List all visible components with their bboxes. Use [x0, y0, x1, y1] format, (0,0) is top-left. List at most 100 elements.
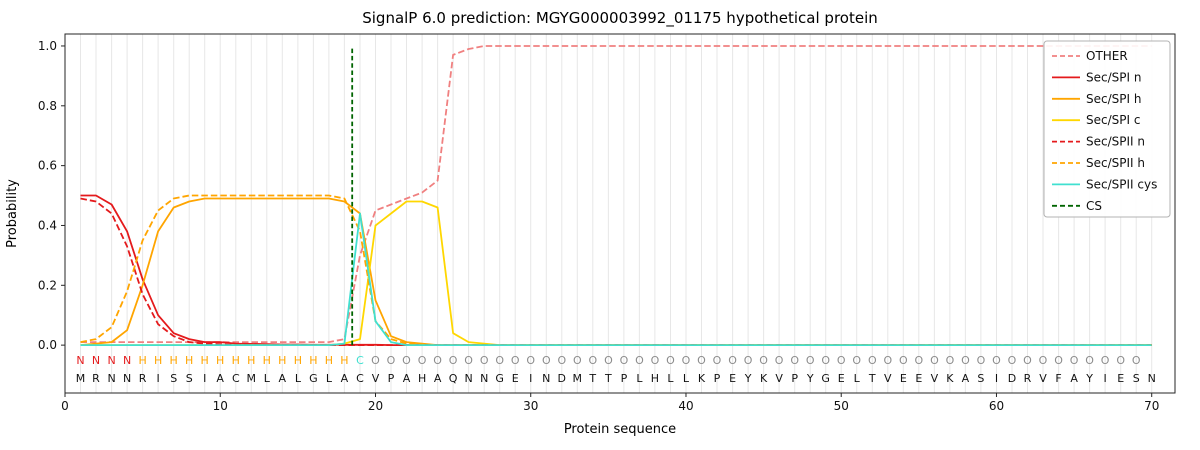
sequence-letter: E: [900, 372, 907, 385]
annotation-letter: O: [418, 354, 427, 367]
sequence-letter: V: [775, 372, 783, 385]
x-tick-label: 20: [368, 399, 383, 413]
legend-label: Sec/SPII h: [1086, 156, 1145, 170]
annotation-letter: N: [76, 354, 84, 367]
sequence-letter: M: [76, 372, 86, 385]
sequence-letter: E: [838, 372, 845, 385]
annotation-letter: O: [666, 354, 675, 367]
legend-label: CS: [1086, 199, 1102, 213]
annotation-letter: O: [620, 354, 629, 367]
annotation-letter: H: [247, 354, 255, 367]
annotation-letter: O: [899, 354, 908, 367]
sequence-letter: V: [372, 372, 380, 385]
sequence-letter: T: [588, 372, 596, 385]
sequence-letter: K: [946, 372, 954, 385]
annotation-letter: O: [961, 354, 970, 367]
y-tick-label: 0.2: [38, 278, 57, 292]
annotation-letter: O: [557, 354, 566, 367]
annotation-letter: O: [464, 354, 473, 367]
sequence-letter: N: [480, 372, 488, 385]
sequence-letter: L: [264, 372, 271, 385]
sequence-letter: R: [92, 372, 100, 385]
sequence-letter: S: [977, 372, 984, 385]
sequence-letter: G: [309, 372, 318, 385]
legend-label: OTHER: [1086, 49, 1128, 63]
sequence-letter: A: [279, 372, 287, 385]
sequence-letter: R: [139, 372, 147, 385]
sequence-letter: Y: [806, 372, 814, 385]
annotation-letter: O: [1023, 354, 1032, 367]
annotation-letter: H: [232, 354, 240, 367]
sequence-letter: E: [512, 372, 519, 385]
annotation-letter: H: [216, 354, 224, 367]
sequence-letter: K: [698, 372, 706, 385]
x-tick-label: 10: [213, 399, 228, 413]
y-tick-label: 0.0: [38, 338, 57, 352]
legend-label: Sec/SPI h: [1086, 92, 1141, 106]
annotation-letter: O: [402, 354, 411, 367]
x-axis-label: Protein sequence: [564, 422, 676, 437]
sequence-letter: I: [995, 372, 998, 385]
annotation-letter: O: [713, 354, 722, 367]
sequence-letter: H: [418, 372, 426, 385]
annotation-letter: H: [294, 354, 302, 367]
sequence-letter: H: [651, 372, 659, 385]
sequence-letter: T: [604, 372, 612, 385]
sequence-letter: P: [621, 372, 628, 385]
annotation-letter: O: [495, 354, 504, 367]
annotation-letter: O: [651, 354, 660, 367]
sequence-letter: G: [821, 372, 830, 385]
sequence-letter: N: [542, 372, 550, 385]
annotation-letter: O: [1101, 354, 1110, 367]
sequence-letter: L: [636, 372, 643, 385]
annotation-letter: O: [914, 354, 923, 367]
sequence-letter: V: [931, 372, 939, 385]
x-tick-label: 60: [989, 399, 1004, 413]
annotation-letter: N: [107, 354, 115, 367]
annotation-letter: H: [309, 354, 317, 367]
y-tick-label: 1.0: [38, 39, 57, 53]
x-tick-label: 40: [678, 399, 693, 413]
sequence-letter: Y: [1085, 372, 1093, 385]
sequence-letter: L: [667, 372, 674, 385]
x-tick-label: 30: [523, 399, 538, 413]
annotation-letter: O: [1039, 354, 1048, 367]
series-line-other: [80, 45, 1152, 344]
annotation-letter: O: [821, 354, 830, 367]
annotation-letter: O: [1008, 354, 1017, 367]
sequence-letter: L: [326, 372, 333, 385]
annotation-letter: O: [449, 354, 458, 367]
annotation-letter: H: [340, 354, 348, 367]
annotation-letter: H: [154, 354, 162, 367]
annotation-letter: N: [123, 354, 131, 367]
sequence-letter: D: [558, 372, 566, 385]
sequence-letter: I: [529, 372, 532, 385]
annotation-letter: O: [775, 354, 784, 367]
annotation-letter: O: [573, 354, 582, 367]
legend-label: Sec/SPII n: [1086, 135, 1145, 149]
annotation-letter: O: [852, 354, 861, 367]
sequence-letter: M: [247, 372, 257, 385]
sequence-letter: V: [884, 372, 892, 385]
annotation-letter: O: [480, 354, 489, 367]
sequence-letter: P: [388, 372, 395, 385]
annotation-letter: H: [278, 354, 286, 367]
annotation-letter: O: [635, 354, 644, 367]
annotation-letter: O: [977, 354, 986, 367]
sequence-letter: A: [1070, 372, 1078, 385]
annotation-letter: O: [542, 354, 551, 367]
x-tick-label: 50: [834, 399, 849, 413]
annotation-letter: N: [92, 354, 100, 367]
annotation-letter: O: [1085, 354, 1094, 367]
annotation-letter: O: [433, 354, 442, 367]
x-tick-label: 70: [1144, 399, 1159, 413]
annotation-letter: O: [526, 354, 535, 367]
legend-label: Sec/SPI c: [1086, 113, 1140, 127]
sequence-letter: G: [495, 372, 504, 385]
sequence-letter: L: [295, 372, 302, 385]
annotation-letter: C: [356, 354, 364, 367]
annotation-letter: H: [170, 354, 178, 367]
sequence-letter: L: [683, 372, 690, 385]
y-tick-label: 0.4: [38, 218, 57, 232]
